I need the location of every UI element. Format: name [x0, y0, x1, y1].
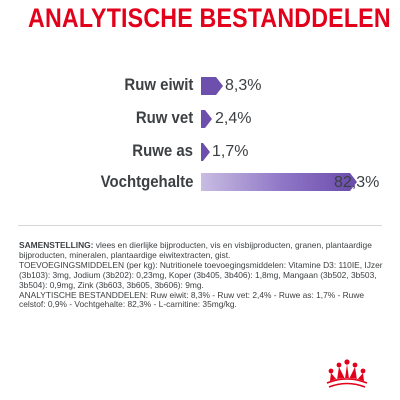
- composition-ingredients: vlees en dierlijke bijproducten, vis en …: [19, 240, 372, 260]
- royal-canin-crown-logo: [326, 359, 368, 388]
- nutrient-value-fat: 2,4%: [215, 110, 252, 127]
- additives-text: (per kg): Nutritionele toevoegingsmiddel…: [19, 259, 383, 290]
- analysis-heading: ANALYTISCHE BESTANDDELEN: [19, 289, 146, 300]
- additives-heading: TOEVOEGINGSMIDDELEN: [19, 259, 125, 270]
- nutrient-bar-protein: [201, 77, 226, 95]
- composition-heading: SAMENSTELLING:: [19, 240, 94, 250]
- nutrient-bar-fat: [201, 110, 213, 128]
- page-title: ANALYTISCHE BESTANDDELEN: [28, 3, 391, 33]
- nutrient-label-moisture: Vochtgehalte: [100, 172, 193, 191]
- composition-text-block: SAMENSTELLING: vlees en dierlijke bijpro…: [19, 240, 385, 310]
- nutrient-label-ash: Ruwe as: [132, 141, 193, 160]
- nutrient-value-ash: 1,7%: [212, 143, 249, 160]
- nutrient-value-moisture: 82,3%: [334, 174, 380, 191]
- analysis-text: : Ruw eiwit: 8,3% - Ruw vet: 2,4% - Ruwe…: [19, 289, 365, 310]
- section-divider: [18, 225, 382, 226]
- nutrient-label-protein: Ruw eiwit: [124, 75, 193, 94]
- nutrient-label-fat: Ruw vet: [135, 108, 193, 127]
- nutrient-value-protein: 8,3%: [225, 77, 262, 94]
- nutrient-bar-moisture: [201, 173, 357, 191]
- nutrient-bar-ash: [201, 143, 210, 161]
